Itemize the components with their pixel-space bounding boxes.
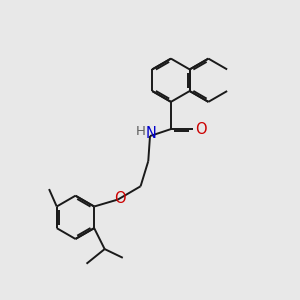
Text: O: O	[195, 122, 207, 136]
Text: N: N	[145, 127, 156, 142]
Text: O: O	[115, 190, 126, 206]
Text: H: H	[135, 125, 145, 138]
